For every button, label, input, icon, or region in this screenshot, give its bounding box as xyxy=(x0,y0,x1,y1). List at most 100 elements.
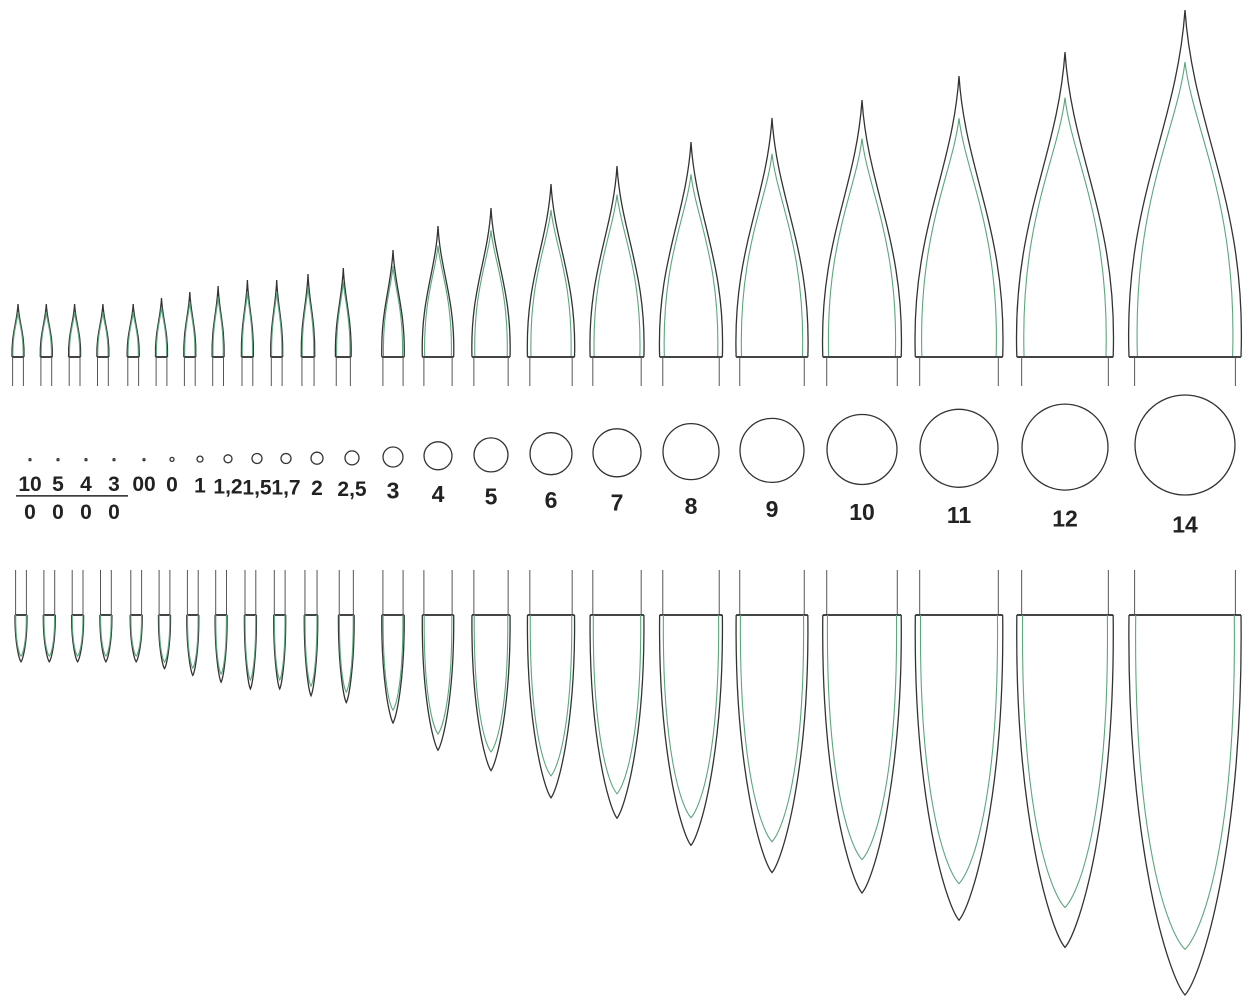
size-label: 6 xyxy=(545,487,558,513)
brush-belly-inner xyxy=(1135,614,1235,951)
size-label: 12 xyxy=(1052,506,1078,532)
brush-belly-inner xyxy=(338,614,354,694)
brush-tip-outline xyxy=(300,273,316,358)
size-denominator: 0 xyxy=(52,501,64,524)
brush-belly-outline xyxy=(658,614,724,847)
brush-belly-inner xyxy=(382,614,404,711)
brush-belly-outline xyxy=(157,614,172,670)
brush-tip-outline xyxy=(821,99,903,358)
size-circle xyxy=(1021,403,1109,491)
size-circle xyxy=(310,451,324,465)
brush-belly-outline xyxy=(526,614,576,799)
brush-tip-inner xyxy=(184,301,196,358)
brush-belly-outline xyxy=(303,614,319,698)
brush-tip-outline xyxy=(421,225,455,358)
size-label: 8 xyxy=(685,493,698,519)
brush-tip-inner xyxy=(68,311,81,358)
brush-belly-inner xyxy=(473,614,509,753)
size-circle xyxy=(280,452,292,465)
brush-tip-outline xyxy=(154,297,169,358)
size-circle xyxy=(112,458,116,462)
brush-belly-outline xyxy=(99,614,113,663)
brush-tip-outline xyxy=(183,291,197,358)
size-circle xyxy=(196,455,204,463)
brush-tip-inner xyxy=(424,245,452,358)
size-circle xyxy=(382,446,404,468)
brush-belly-inner xyxy=(43,614,56,658)
brush-belly-outline xyxy=(381,614,405,725)
size-circle xyxy=(592,428,642,478)
brush-tip-inner xyxy=(663,174,719,358)
brush-belly-outline xyxy=(243,614,258,691)
brush-belly-inner xyxy=(592,614,642,795)
brush-tip-inner xyxy=(40,311,52,358)
size-circle xyxy=(142,458,146,462)
size-circle xyxy=(84,458,88,462)
brush-tip-inner xyxy=(336,281,351,358)
brush-tip-outline xyxy=(334,267,352,358)
brush-belly-inner xyxy=(662,614,720,819)
brush-belly-inner xyxy=(826,614,898,861)
brush-belly-inner xyxy=(186,614,199,670)
brush-tip-inner xyxy=(382,266,404,358)
size-circle xyxy=(344,450,360,466)
brush-tip-inner xyxy=(593,194,641,358)
size-numerator: 4 xyxy=(80,473,92,496)
brush-belly-outline xyxy=(421,614,455,752)
brush-tip-outline xyxy=(39,303,53,358)
brush-belly-outline xyxy=(42,614,56,663)
brush-tip-outline xyxy=(1127,9,1243,358)
brush-belly-outline xyxy=(822,614,902,895)
brush-tip-inner xyxy=(740,153,804,358)
brush-belly-inner xyxy=(15,614,27,658)
size-label: 1,5 xyxy=(242,476,272,499)
size-label: 1 xyxy=(194,475,206,498)
size-label: 0 xyxy=(166,474,178,497)
brush-tip-outline xyxy=(270,279,284,358)
brush-tip-outline xyxy=(526,183,576,358)
brush-tip-inner xyxy=(1023,97,1107,358)
size-circle xyxy=(423,441,453,471)
brush-belly-outline xyxy=(914,614,1004,922)
brush-tip-inner xyxy=(97,311,109,358)
size-label: 14 xyxy=(1172,512,1198,538)
size-circle xyxy=(919,408,999,488)
size-circle xyxy=(662,422,720,481)
size-label: 1,2 xyxy=(213,475,242,498)
brush-tip-outline xyxy=(589,165,645,358)
brush-tip-outline xyxy=(658,141,724,358)
brush-belly-outline xyxy=(214,614,228,684)
brush-belly-inner xyxy=(100,614,112,658)
brush-tip-inner xyxy=(1136,61,1234,358)
brush-belly-outline xyxy=(70,614,85,663)
brush-tip-inner xyxy=(474,230,508,358)
size-label: 10 xyxy=(849,499,875,525)
size-label: 11 xyxy=(947,502,972,528)
brush-tip-outline xyxy=(96,303,110,358)
brush-tip-outline xyxy=(11,303,25,358)
size-label: 00 xyxy=(132,473,155,496)
brush-belly-outline xyxy=(273,614,287,691)
brush-belly-inner xyxy=(215,614,227,676)
brush-belly-outline xyxy=(14,614,28,663)
brush-belly-inner xyxy=(1022,614,1108,909)
brush-belly-inner xyxy=(919,614,999,885)
brush-belly-inner xyxy=(158,614,171,664)
size-label: 4 xyxy=(432,481,445,507)
size-circle xyxy=(529,432,573,476)
brush-belly-outline xyxy=(471,614,511,772)
brush-belly-outline xyxy=(735,614,809,874)
brush-tip-inner xyxy=(530,209,572,358)
size-numerator: 5 xyxy=(52,473,64,496)
size-label: 9 xyxy=(766,496,779,522)
size-circle xyxy=(739,417,805,484)
size-label: 2 xyxy=(311,477,323,500)
brush-tip-inner xyxy=(12,311,24,358)
size-circle xyxy=(473,437,509,473)
brush-belly-outline xyxy=(129,614,143,663)
brush-tip-outline xyxy=(735,117,809,358)
brush-tip-outline xyxy=(471,207,511,358)
brush-tip-outline xyxy=(211,285,225,358)
size-denominator: 0 xyxy=(108,501,120,524)
